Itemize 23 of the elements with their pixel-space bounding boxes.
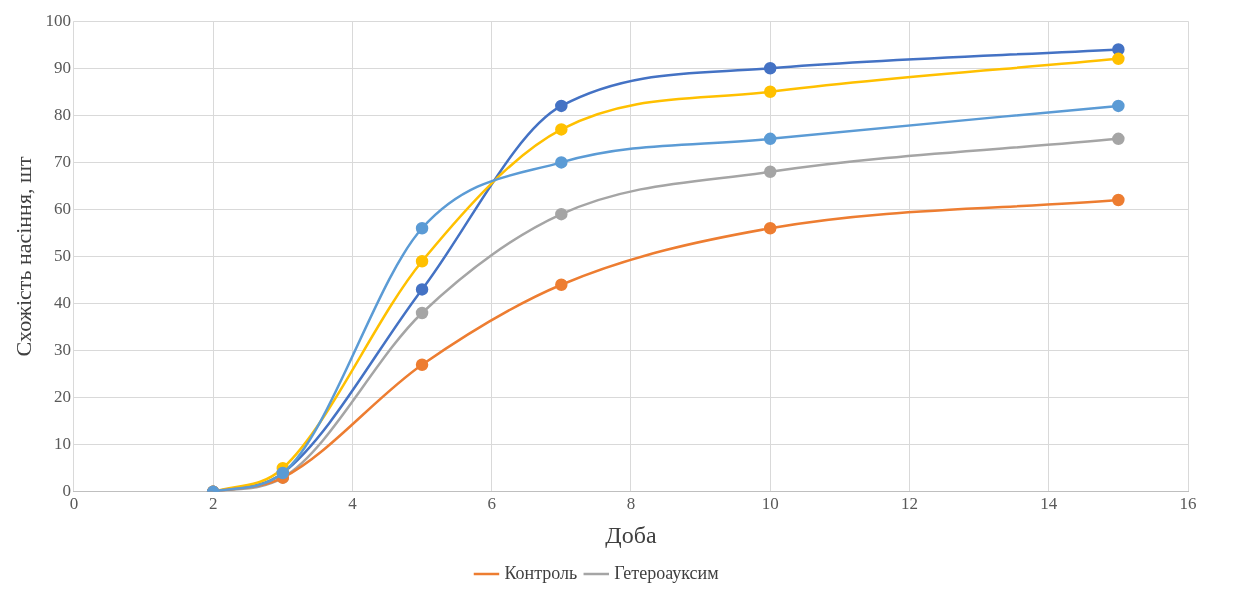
y-tick-label: 10 [53, 434, 71, 454]
x-axis-title: Доба [605, 521, 657, 548]
y-tick-label: 70 [53, 151, 71, 171]
y-axis-title: Схожість насіння, шт [10, 156, 36, 357]
y-tick-label: 0 [62, 481, 71, 501]
y-tick-label: 50 [53, 245, 71, 265]
y-tick-label: 90 [53, 57, 71, 77]
y-tick-label: 80 [53, 104, 71, 124]
y-tick-label: 20 [53, 387, 71, 407]
x-tick-label: 14 [1040, 494, 1058, 514]
y-tick-label: 100 [45, 10, 71, 30]
legend-label: Гетероауксим [614, 562, 719, 583]
y-tick-label: 30 [53, 340, 71, 360]
y-tick-label: 40 [53, 293, 71, 313]
x-tick-label: 10 [761, 494, 779, 514]
x-tick-label: 8 [626, 494, 636, 514]
x-tick-label: 6 [487, 494, 496, 514]
y-tick-label: 60 [53, 198, 71, 218]
x-tick-label: 16 [1179, 494, 1197, 514]
x-tick-label: 2 [208, 494, 218, 514]
x-tick-label: 4 [348, 494, 358, 514]
legend-label: Контроль [504, 562, 578, 583]
x-tick-label: 12 [900, 494, 918, 514]
